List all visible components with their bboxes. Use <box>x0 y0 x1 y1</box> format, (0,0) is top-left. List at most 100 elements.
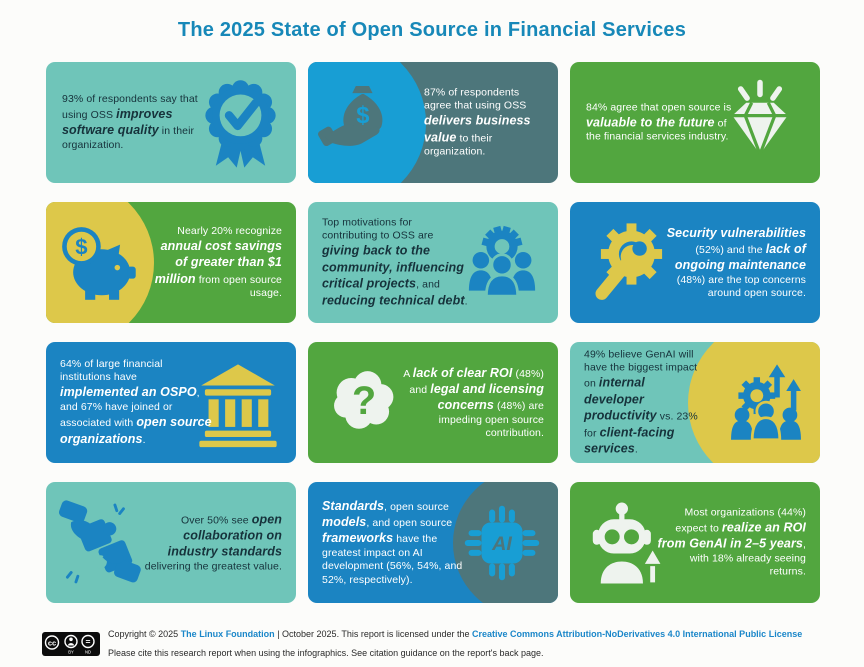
tile-text: Over 50% see open collaboration on indus… <box>140 511 282 574</box>
plain-text: from open source usage. <box>195 273 282 300</box>
plain-text: 49% believe GenAI will have the biggest … <box>584 347 698 390</box>
tile-open-collaboration: Over 50% see open collaboration on indus… <box>46 482 296 603</box>
plain-text: of the financial services industry. <box>586 117 729 143</box>
tile-genai-impact: 49% believe GenAI will have the biggest … <box>570 342 820 463</box>
plain-text: . <box>142 433 146 446</box>
footer-link[interactable]: Creative Commons Attribution-NoDerivativ… <box>471 629 803 639</box>
plain-text: 93% of respondents say that using OSS <box>62 92 198 122</box>
tile-cost-savings: Nearly 20% recognize annual cost savings… <box>46 202 296 323</box>
plain-text: to their organization. <box>424 132 493 158</box>
emphasis-text: implemented an OSPO <box>60 385 197 400</box>
tile-text: Security vulnerabilities (52%) and the l… <box>646 224 806 300</box>
plain-text: A <box>403 367 413 380</box>
footer-copyright-line: Copyright © 2025 The Linux Foundation | … <box>108 628 822 640</box>
emphasis-text: delivers business value <box>424 113 531 145</box>
emphasis-text: annual cost savings of greater than $1 m… <box>154 238 282 286</box>
emphasis-text: realize an ROI from GenAI in 2–5 years <box>657 520 806 551</box>
emphasis-text: lack of ongoing maintenance <box>674 241 806 273</box>
svg-text:AI: AI <box>491 532 512 554</box>
plain-text: 87% of respondents agree that using OSS <box>424 85 527 112</box>
emphasis-text: open source organizations <box>60 415 212 446</box>
plain-text: , and 67% have joined or associated with <box>60 387 200 430</box>
emphasis-text: open collaboration on industry standards <box>167 512 282 559</box>
robot-icon <box>584 499 672 587</box>
plain-text: delivering the greatest value. <box>144 560 282 573</box>
community-icon <box>456 217 548 309</box>
tile-text: Nearly 20% recognize annual cost savings… <box>146 224 282 300</box>
tile-contribution-barriers: A lack of clear ROI (48%) and legal and … <box>308 342 558 463</box>
emphasis-text: models <box>322 515 367 530</box>
tile-business-value: 87% of respondents agree that using OSS … <box>308 62 558 183</box>
tile-top-concerns: Security vulnerabilities (52%) and the l… <box>570 202 820 323</box>
emphasis-text: Security vulnerabilities <box>666 225 806 240</box>
plain-text: , with 18% already seeing returns. <box>689 538 806 578</box>
plain-text: Nearly 20% recognize <box>177 224 282 237</box>
plain-text: (52%) and the <box>695 243 766 256</box>
page-title: The 2025 State of Open Source in Financi… <box>177 19 687 41</box>
plain-text: , and open source <box>366 517 453 530</box>
tile-text: Top motivations for contributing to OSS … <box>322 216 470 309</box>
plain-text: , and <box>416 278 440 291</box>
tile-genai-roi: Most organizations (44%) expect to reali… <box>570 482 820 603</box>
tile-text: 84% agree that open source is valuable t… <box>586 101 736 144</box>
tile-text: Most organizations (44%) expect to reali… <box>654 506 806 579</box>
plain-text: (48%) are impeding open source contribut… <box>438 400 544 440</box>
team-growth-icon <box>720 357 812 449</box>
tile-ai-development: Standards, open source models, and open … <box>308 482 558 603</box>
svg-text:$: $ <box>75 234 87 259</box>
puzzle-collaboration-icon <box>56 495 151 590</box>
plain-text: Over 50% see <box>180 514 252 527</box>
svg-text:=: = <box>86 636 91 646</box>
svg-text:BY: BY <box>68 650 74 655</box>
plain-text: Most organizations (44%) expect to <box>675 505 806 535</box>
tile-text: 87% of respondents agree that using OSS … <box>424 86 548 159</box>
plain-text: 84% agree that open source is <box>586 100 732 113</box>
diamond-icon <box>714 77 806 169</box>
tile-software-quality: 93% of respondents say that using OSS im… <box>46 62 296 183</box>
plain-text: Copyright © 2025 <box>108 629 181 639</box>
emphasis-text: frameworks <box>322 531 394 546</box>
emphasis-text: reducing technical debt <box>322 293 465 308</box>
plain-text: vs. 23% for <box>584 410 698 440</box>
emphasis-text: valuable to the future <box>586 115 715 130</box>
plain-text: . <box>464 295 468 308</box>
tile-text: Standards, open source models, and open … <box>322 498 477 588</box>
footer-citation-line: Please cite this research report when us… <box>108 648 544 659</box>
footer-text: Copyright © 2025 The Linux Foundation | … <box>108 628 822 666</box>
tile-contribution-motivations: Top motivations for contributing to OSS … <box>308 202 558 323</box>
tile-text: 64% of large financial institutions have… <box>60 358 215 448</box>
tile-text: 93% of respondents say that using OSS im… <box>62 93 210 153</box>
plain-text: (48%) and <box>409 367 544 396</box>
emphasis-text: legal and licensing concerns <box>430 381 544 413</box>
gear-wrench-icon <box>582 218 672 308</box>
plain-text: have the greatest impact on AI developme… <box>322 533 463 586</box>
emphasis-text: internal developer productivity <box>584 375 657 423</box>
plain-text: (48%) are the top concerns around open s… <box>676 273 806 300</box>
svg-text:$: $ <box>356 102 369 129</box>
emphasis-text: Standards <box>322 498 385 513</box>
svg-text:ND: ND <box>85 650 91 655</box>
plain-text: Top motivations for contributing to OSS … <box>322 216 434 242</box>
emphasis-text: giving back to the community, influencin… <box>322 244 465 291</box>
tile-ospo-adoption: 64% of large financial institutions have… <box>46 342 296 463</box>
emphasis-text: lack of clear ROI <box>412 365 513 380</box>
plain-text: . <box>634 443 638 456</box>
footer-link[interactable]: The Linux Foundation <box>180 629 275 639</box>
tiles-grid: 93% of respondents say that using OSS im… <box>46 62 820 603</box>
emphasis-text: client-facing services <box>584 425 675 456</box>
emphasis-text: improves software quality <box>62 107 173 138</box>
tile-valuable-future: 84% agree that open source is valuable t… <box>570 62 820 183</box>
cc-by-nd-badge[interactable]: cc BY = ND <box>42 632 100 656</box>
tile-text: 49% believe GenAI will have the biggest … <box>584 348 706 457</box>
svg-text:cc: cc <box>48 638 56 647</box>
bank-icon <box>192 357 284 449</box>
money-bag-hand-icon: $ <box>318 79 406 167</box>
badge-check-icon <box>193 75 288 170</box>
plain-text: , open source <box>384 500 449 513</box>
plain-text: in their organization. <box>62 125 195 151</box>
plain-text: | October 2025. This report is licensed … <box>274 629 472 639</box>
svg-text:?: ? <box>352 379 376 423</box>
plain-text: 64% of large financial institutions have <box>60 357 163 384</box>
piggy-bank-icon: $ <box>52 217 144 309</box>
ai-chip-icon: AI <box>464 505 540 581</box>
